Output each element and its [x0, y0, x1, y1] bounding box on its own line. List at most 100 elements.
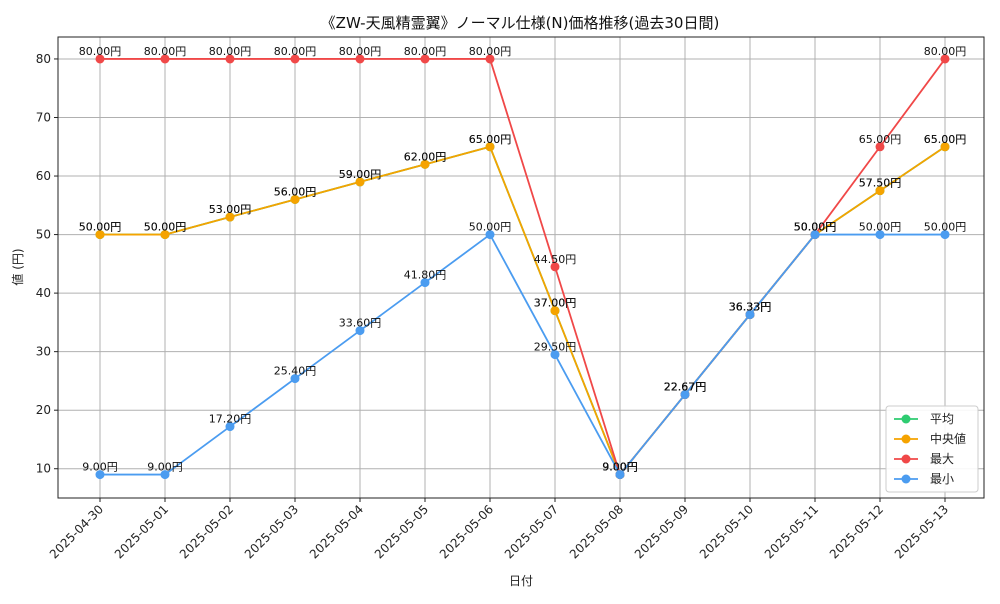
data-point — [95, 230, 105, 240]
data-label: 50.00円 — [794, 221, 837, 234]
data-point — [875, 230, 885, 240]
data-point — [160, 54, 170, 64]
legend-swatch-marker — [901, 414, 911, 424]
legend-swatch-marker — [901, 434, 911, 444]
legend-label: 最小 — [930, 472, 954, 486]
data-label: 41.80円 — [404, 269, 447, 282]
x-tick-label: 2025-05-02 — [177, 502, 236, 561]
data-label: 9.00円 — [147, 461, 183, 474]
data-label: 33.60円 — [339, 317, 382, 330]
data-point — [95, 470, 105, 480]
data-label: 62.00円 — [404, 150, 447, 163]
data-point — [745, 310, 755, 320]
x-axis-title: 日付 — [509, 574, 533, 588]
data-label: 44.50円 — [534, 253, 577, 266]
legend-swatch-marker — [901, 474, 911, 484]
x-tick-label: 2025-05-03 — [242, 502, 301, 561]
data-label: 50.00円 — [144, 221, 187, 234]
data-point — [875, 186, 885, 196]
data-label: 80.00円 — [404, 45, 447, 58]
data-label: 22.67円 — [664, 381, 707, 394]
grid-layer — [58, 37, 984, 498]
y-tick-label: 30 — [36, 345, 51, 359]
data-point — [940, 230, 950, 240]
data-label: 56.00円 — [274, 185, 317, 198]
data-point — [420, 54, 430, 64]
y-tick-label: 60 — [36, 169, 51, 183]
legend-box — [885, 405, 979, 493]
data-point — [290, 194, 300, 204]
data-label: 9.00円 — [602, 461, 638, 474]
data-label: 56.00円 — [274, 185, 317, 198]
legend-label: 最大 — [930, 452, 954, 466]
legend-item: 平均 — [894, 412, 954, 426]
data-label: 65.00円 — [924, 133, 967, 146]
y-axis-title: 値 (円) — [10, 248, 25, 285]
data-label: 80.00円 — [209, 45, 252, 58]
data-label: 65.00円 — [859, 133, 902, 146]
y-tick-label: 40 — [36, 286, 51, 300]
x-tick-label: 2025-05-04 — [307, 502, 366, 561]
data-label: 80.00円 — [924, 45, 967, 58]
data-point — [95, 54, 105, 64]
plot-area-frame — [57, 36, 985, 499]
data-label: 50.00円 — [79, 221, 122, 234]
data-label: 37.00円 — [534, 297, 577, 310]
data-point — [615, 470, 625, 480]
data-label: 80.00円 — [339, 45, 382, 58]
data-label: 50.00円 — [924, 221, 967, 234]
data-label: 9.00円 — [602, 461, 638, 474]
data-label: 22.67円 — [664, 381, 707, 394]
data-label: 50.00円 — [794, 221, 837, 234]
data-label: 36.33円 — [729, 301, 772, 314]
data-point — [225, 54, 235, 64]
data-label: 50.00円 — [144, 221, 187, 234]
data-label: 50.00円 — [794, 221, 837, 234]
data-label: 50.00円 — [469, 221, 512, 234]
data-point — [355, 326, 365, 336]
data-label: 59.00円 — [339, 168, 382, 181]
data-point — [355, 54, 365, 64]
data-label: 9.00円 — [82, 461, 118, 474]
data-label: 65.00円 — [924, 133, 967, 146]
data-label: 57.50円 — [859, 177, 902, 190]
data-label: 53.00円 — [209, 203, 252, 216]
data-point — [290, 374, 300, 384]
data-label: 80.00円 — [79, 45, 122, 58]
data-point — [290, 54, 300, 64]
series-line — [100, 233, 945, 476]
chart-title: 《ZW-天風精霊翼》ノーマル仕様(N)価格推移(過去30日間) — [321, 14, 720, 32]
data-label: 36.33円 — [729, 301, 772, 314]
data-label: 65.00円 — [469, 133, 512, 146]
data-label: 80.00円 — [144, 45, 187, 58]
data-label: 22.67円 — [664, 381, 707, 394]
data-point — [225, 212, 235, 222]
data-label: 37.00円 — [534, 297, 577, 310]
x-tick-label: 2025-05-12 — [827, 502, 886, 561]
data-label: 57.50円 — [859, 177, 902, 190]
data-label: 17.20円 — [209, 413, 252, 426]
y-tick-label: 70 — [36, 110, 51, 124]
y-tick-label: 20 — [36, 403, 51, 417]
legend-label: 平均 — [930, 412, 954, 426]
series-1 — [95, 142, 950, 480]
data-label: 65.00円 — [469, 133, 512, 146]
x-tick-label: 2025-05-13 — [892, 502, 951, 561]
data-point — [160, 230, 170, 240]
x-tick-label: 2025-05-01 — [112, 502, 171, 561]
data-point — [160, 470, 170, 480]
data-point — [550, 262, 560, 272]
data-point — [485, 142, 495, 152]
legend-item: 中央値 — [894, 431, 966, 446]
data-point — [225, 422, 235, 432]
data-label: 9.00円 — [602, 461, 638, 474]
series-2 — [95, 142, 950, 480]
y-tick-label: 10 — [36, 462, 51, 476]
data-point — [940, 54, 950, 64]
legend-swatch-marker — [901, 454, 911, 464]
legend-item: 最小 — [894, 472, 954, 486]
data-point — [875, 142, 885, 152]
